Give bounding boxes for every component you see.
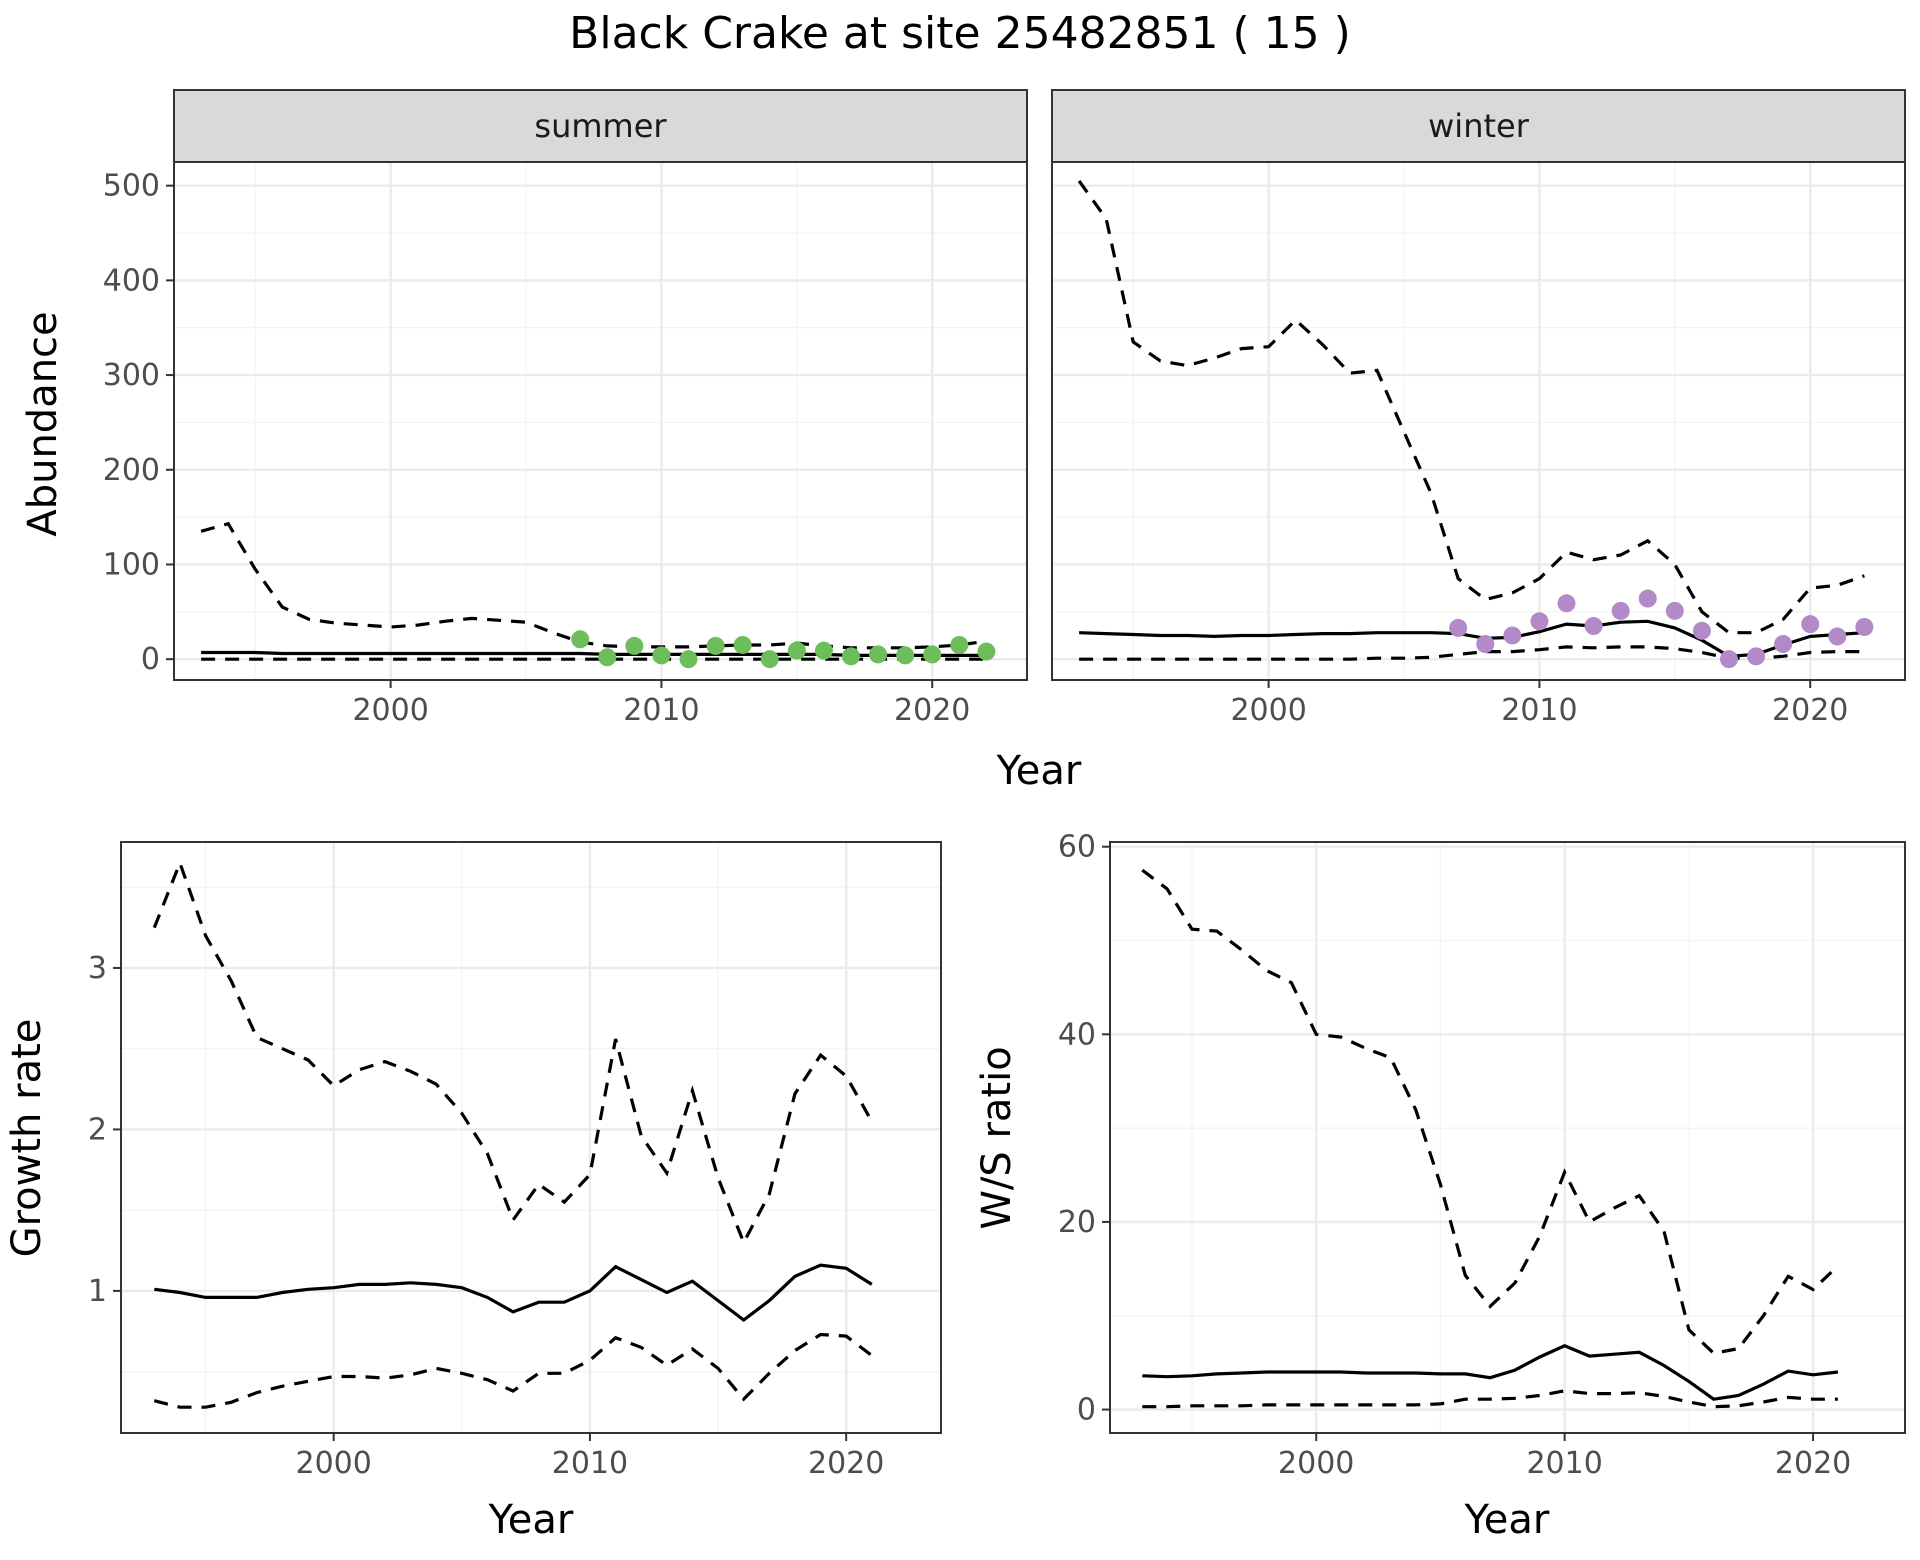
x-tick-label: 2000 xyxy=(296,1446,372,1481)
facet-strip-label: winter xyxy=(1428,107,1530,145)
x-axis-title: Year xyxy=(488,1497,574,1543)
estimate-line xyxy=(201,650,987,657)
observed-point xyxy=(1449,618,1468,637)
observed-point xyxy=(679,650,698,669)
ci-line-1 xyxy=(152,858,874,1247)
x-tick-label: 2020 xyxy=(808,1446,884,1481)
panel-border xyxy=(1109,841,1906,1434)
panel-border xyxy=(173,161,1028,681)
observed-point xyxy=(950,635,969,654)
x-tick-label: 2020 xyxy=(894,693,970,728)
y-tick-label: 100 xyxy=(103,547,160,582)
observed-point xyxy=(841,647,860,666)
observed-point xyxy=(1476,635,1495,654)
y-axis-title: Growth rate xyxy=(4,1019,50,1258)
observed-point xyxy=(652,646,671,665)
x-tick-label: 2010 xyxy=(623,693,699,728)
y-tick-label: 0 xyxy=(141,642,160,677)
y-tick-label: 3 xyxy=(88,951,107,986)
x-tick-label: 2010 xyxy=(552,1446,628,1481)
panel-border xyxy=(1051,161,1906,681)
ci-line-1 xyxy=(200,521,987,650)
observed-point xyxy=(1801,615,1820,634)
estimate-line xyxy=(154,1263,873,1323)
observed-point xyxy=(1584,617,1603,636)
y-tick-label: 2 xyxy=(88,1112,107,1147)
x-axis-title: Year xyxy=(1464,1497,1550,1543)
observed-point xyxy=(814,641,833,660)
estimate-line xyxy=(1142,1344,1839,1401)
y-tick-label: 40 xyxy=(1058,1017,1096,1052)
top-x-axis-title: Year xyxy=(996,748,1082,794)
observed-point xyxy=(598,648,617,667)
facet-strip-label: summer xyxy=(534,107,667,145)
observed-point xyxy=(1747,647,1766,666)
observed-point xyxy=(1855,617,1874,636)
x-tick-label: 2020 xyxy=(1775,1446,1851,1481)
observed-point xyxy=(1611,601,1630,620)
observed-point xyxy=(706,636,725,655)
observed-point xyxy=(733,635,752,654)
observed-point xyxy=(896,646,915,665)
observed-point xyxy=(787,641,806,660)
observed-point xyxy=(1692,621,1711,640)
observed-point xyxy=(1530,612,1549,631)
observed-point xyxy=(1719,650,1738,669)
observed-point xyxy=(571,630,590,649)
observed-point xyxy=(869,645,888,664)
x-tick-label: 2010 xyxy=(1501,693,1577,728)
y-tick-label: 60 xyxy=(1058,830,1096,865)
y-tick-label: 20 xyxy=(1058,1205,1096,1240)
ci-line-2 xyxy=(1079,645,1865,661)
y-tick-label: 400 xyxy=(103,263,160,298)
observed-point xyxy=(1665,601,1684,620)
y-tick-label: 1 xyxy=(88,1274,107,1309)
figure-title: Black Crake at site 25482851 ( 15 ) xyxy=(569,8,1351,59)
ci-line-1 xyxy=(1077,179,1865,635)
observed-point xyxy=(1828,627,1847,646)
ci-line-2 xyxy=(1142,1389,1838,1409)
x-tick-label: 2020 xyxy=(1772,693,1848,728)
facet-strip xyxy=(173,89,1028,163)
x-tick-label: 2000 xyxy=(1278,1446,1354,1481)
panel-winter: winter 2000 2010 2020 xyxy=(1051,89,1906,728)
panel-w-s-ratio: 2000 2010 2020 0 20 40 60 Year W/S ratio xyxy=(974,830,1906,1543)
observed-point xyxy=(1557,594,1576,613)
ci-line-2 xyxy=(153,1332,873,1409)
panel-border xyxy=(120,841,942,1434)
panel-summer: summer 2000 2010 2020 0 100 200 300 400 500 xyxy=(103,89,1028,728)
x-tick-label: 2000 xyxy=(352,693,428,728)
top-y-axis-title: Abundance xyxy=(20,311,66,536)
y-tick-label: 300 xyxy=(103,358,160,393)
observed-point xyxy=(760,650,779,669)
observed-point xyxy=(1638,589,1657,608)
observed-point xyxy=(923,645,942,664)
observed-point xyxy=(1503,626,1522,645)
observed-point xyxy=(977,642,996,661)
x-tick-label: 2000 xyxy=(1230,693,1306,728)
observed-point xyxy=(1774,635,1793,654)
estimate-line xyxy=(1079,619,1865,658)
y-tick-label: 500 xyxy=(103,169,160,204)
y-axis-title: W/S ratio xyxy=(974,1046,1020,1229)
y-tick-label: 0 xyxy=(1077,1393,1096,1428)
observed-point xyxy=(625,636,644,655)
panel-growth-rate: 2000 2010 2020 1 2 3 Year Growth rate xyxy=(4,841,942,1543)
ci-line-1 xyxy=(1141,868,1840,1356)
x-tick-label: 2010 xyxy=(1526,1446,1602,1481)
facet-strip xyxy=(1051,89,1906,163)
y-tick-label: 200 xyxy=(103,453,160,488)
